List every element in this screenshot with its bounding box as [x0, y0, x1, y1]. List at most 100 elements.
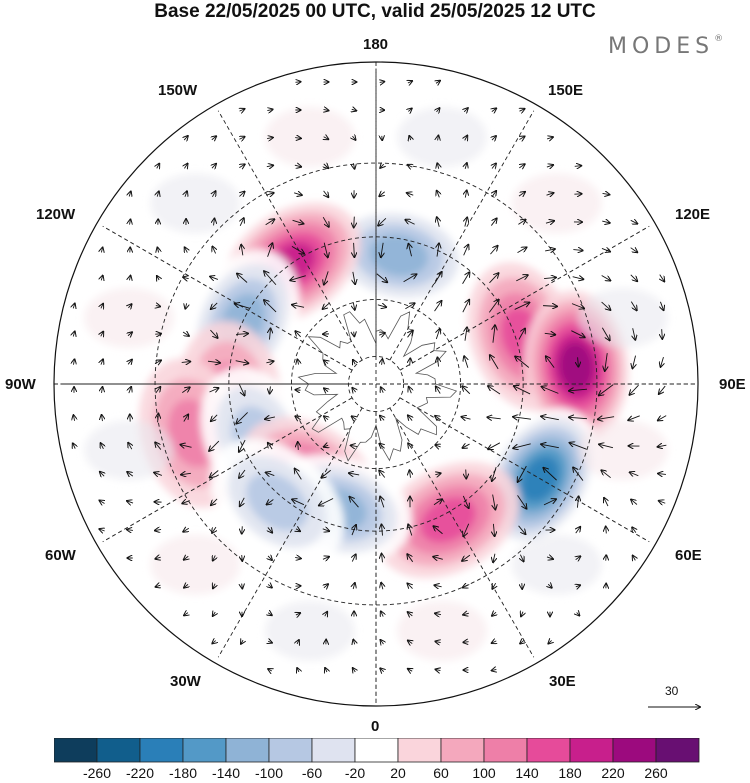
wind-vector-arrow-icon [601, 301, 611, 310]
wind-vector-arrow-icon [435, 445, 440, 447]
wind-vector-arrow-icon [352, 554, 355, 562]
colorbar-segment [54, 738, 98, 763]
wind-vector-arrow-icon [493, 494, 496, 510]
wind-vector-arrow-icon [213, 555, 216, 560]
wind-vector-arrow-icon [403, 274, 417, 283]
wind-vector-arrow-icon [129, 192, 131, 197]
wind-vector-arrow-icon [267, 109, 272, 110]
wind-vector-arrow-icon [130, 219, 131, 224]
wind-vector-arrow-icon [381, 583, 383, 590]
wind-vector-arrow-icon [518, 465, 527, 482]
wind-vector-arrow-icon [128, 332, 132, 335]
wind-vector-arrow-icon [73, 415, 74, 421]
wind-vector-arrow-icon [239, 469, 246, 478]
wind-vector-arrow-icon [435, 641, 440, 642]
wind-vector-arrow-icon [462, 554, 471, 561]
colorbar-segment [655, 738, 700, 763]
wind-vector-arrow-icon [292, 499, 305, 506]
wind-vector-arrow-icon [606, 555, 607, 561]
wind-vector-arrow-icon [209, 388, 219, 392]
wind-vector-arrow-icon [436, 329, 439, 340]
wind-vector-arrow-icon [242, 555, 243, 561]
wind-vector-arrow-icon [601, 470, 611, 479]
wind-vector-arrow-icon [571, 330, 584, 338]
colorbar-segment [225, 738, 270, 763]
wind-vector-arrow-icon [154, 360, 161, 363]
wind-vector-arrow-icon [352, 109, 356, 110]
wind-vector-arrow-icon [213, 612, 216, 616]
wind-vector-arrow-icon [569, 417, 588, 418]
wind-vector-arrow-icon [463, 642, 468, 643]
wind-vector-arrow-icon [465, 218, 467, 227]
wind-vector-arrow-icon [73, 331, 74, 336]
wind-vector-arrow-icon [352, 525, 356, 536]
colorbar-segment [139, 738, 184, 763]
colorbar-segment [526, 738, 571, 763]
wind-vector-arrow-icon [211, 414, 218, 421]
wind-vector-arrow-icon [630, 472, 639, 475]
wind-vector-arrow-icon [212, 526, 216, 533]
lon-label-90e: 90E [719, 376, 746, 393]
colorbar-segment [440, 738, 485, 763]
wind-vector-arrow-icon [211, 498, 218, 505]
lon-label-120w: 120W [36, 206, 76, 223]
wind-vector-arrow-icon [492, 612, 496, 616]
wind-vector-arrow-icon [658, 415, 667, 421]
wind-vector-arrow-icon [324, 445, 328, 447]
wind-vector-arrow-icon [352, 136, 355, 140]
lon-label-150w: 150W [158, 82, 198, 99]
wind-vector-arrow-icon [572, 277, 584, 280]
colorbar-segment [96, 738, 141, 763]
wind-vector-arrow-icon [129, 387, 131, 394]
wind-vector-arrow-icon [324, 190, 329, 197]
wind-vector-arrow-icon [488, 300, 498, 313]
wind-vector-arrow-icon [435, 416, 442, 420]
wind-vector-arrow-icon [239, 192, 244, 197]
wind-vector-arrow-icon [353, 640, 354, 645]
colorbar-tick-label: 100 [472, 765, 496, 781]
wind-vector-arrow-icon [295, 416, 300, 420]
wind-vector-arrow-icon [295, 331, 301, 338]
wind-vector-arrow-icon [298, 442, 299, 450]
wind-vector-arrow-icon [462, 386, 471, 395]
anomaly-center-6 [376, 461, 520, 579]
wind-vector-arrow-icon [236, 412, 248, 423]
wind-vector-arrow-icon [521, 612, 523, 617]
wind-vector-arrow-icon [322, 216, 329, 227]
wind-vector-arrow-icon [544, 277, 556, 278]
wind-vector-arrow-icon [408, 244, 411, 257]
wind-vector-arrow-icon [407, 554, 414, 563]
wind-vector-arrow-icon [324, 360, 328, 363]
wind-vector-arrow-icon [379, 471, 386, 478]
wind-vector-arrow-icon [405, 303, 414, 310]
wind-vector-arrow-icon [102, 387, 103, 394]
wind-vector-arrow-icon [264, 271, 277, 286]
wind-vector-arrow-icon [101, 304, 103, 309]
wind-vector-arrow-icon [408, 641, 412, 644]
wind-vector-arrow-icon [264, 300, 277, 313]
polar-stereographic-map [53, 61, 750, 740]
wind-vector-arrow-icon [184, 164, 187, 169]
wind-vector-arrow-icon [101, 248, 102, 253]
wind-vector-arrow-icon [381, 387, 383, 392]
wind-vector-arrow-icon [325, 612, 327, 616]
wind-vector-arrow-icon [548, 584, 552, 588]
wind-vector-arrow-icon [464, 356, 468, 368]
wind-vector-arrow-icon [519, 164, 524, 168]
wind-vector-arrow-icon [517, 247, 527, 254]
wind-vector-arrow-icon [184, 584, 188, 587]
wind-vector-arrow-icon [408, 81, 412, 83]
lon-label-60e: 60E [675, 547, 702, 564]
colorbar-tick-label: -100 [254, 765, 284, 781]
colorbar-tick-label: 20 [390, 765, 406, 781]
wind-vector-arrow-icon [266, 193, 273, 195]
colorbar-tick-label: -180 [168, 765, 198, 781]
wind-vector-arrow-icon [324, 584, 328, 588]
wind-vector-arrow-icon [235, 304, 250, 309]
wind-vector-arrow-icon [102, 415, 103, 422]
wind-vector-arrow-icon [434, 585, 442, 587]
wind-vector-arrow-icon [408, 443, 412, 448]
wind-vector-arrow-icon [658, 474, 666, 475]
wind-vector-arrow-icon [325, 668, 327, 672]
wind-vector-arrow-icon [490, 355, 499, 370]
